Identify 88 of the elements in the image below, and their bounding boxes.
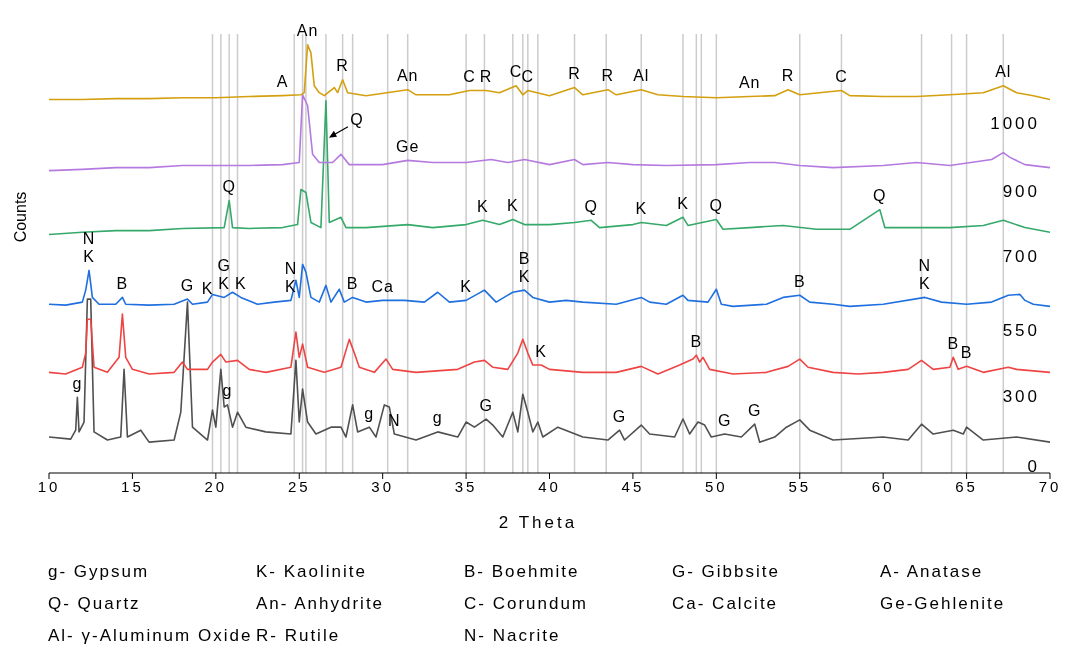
annotation: g <box>364 404 375 422</box>
annotation: K <box>83 247 95 265</box>
annotation: B <box>346 274 359 292</box>
annotation: G <box>217 256 231 274</box>
annotation: C <box>521 68 535 86</box>
text: N- Nacrite <box>464 625 562 647</box>
annotation: R <box>479 68 493 86</box>
annotation: C <box>835 68 848 86</box>
x-tick-label: 35 <box>454 477 478 495</box>
text: R- Rutile <box>256 625 342 647</box>
annotation: K <box>518 267 531 285</box>
series-label: 900 <box>1002 182 1040 202</box>
text: Al- γ-Aluminum Oxide <box>48 625 254 647</box>
x-tick-label: 40 <box>538 477 561 495</box>
annotation: C <box>509 63 523 81</box>
x-tick-label: 60 <box>871 477 895 495</box>
annotation: B <box>518 249 531 267</box>
annotation: K <box>677 194 689 212</box>
annotation: K <box>201 279 214 297</box>
text: G- Gibbsite <box>672 561 781 583</box>
series-label: 300 <box>1002 386 1040 406</box>
text: C- Corundum <box>464 593 590 615</box>
annotation: An <box>738 74 761 92</box>
text: An- Anhydrite <box>256 593 386 615</box>
annotation: Ca <box>371 277 394 295</box>
y-axis-title: Counts <box>12 191 31 243</box>
text: B- Boehmite <box>464 561 581 583</box>
annotation: K <box>218 274 231 292</box>
text: g- Gypsum <box>48 561 151 583</box>
annotation: K <box>476 197 489 215</box>
annotation: N <box>918 256 932 274</box>
x-tick-label: 45 <box>621 477 645 495</box>
annotation: K <box>535 342 547 360</box>
annotation: B <box>116 274 129 292</box>
annotation: Q <box>350 111 364 129</box>
annotation: K <box>635 199 648 217</box>
annotation: Al <box>633 67 650 85</box>
annotation: Q <box>709 196 724 214</box>
x-tick-label: 70 <box>1038 477 1062 495</box>
x-tick-label: 15 <box>121 477 144 495</box>
annotation: g <box>222 382 233 400</box>
annotation: N <box>284 259 298 277</box>
annotation: G <box>717 411 732 429</box>
annotation: B <box>793 272 806 290</box>
text: A- Anatase <box>880 561 985 583</box>
annotation: B <box>690 332 703 350</box>
x-tick-label: 55 <box>788 477 812 495</box>
annotation: An <box>296 22 319 40</box>
annotation: A <box>276 73 289 91</box>
x-axis-title: 2 Theta <box>497 513 579 533</box>
annotation: Ge <box>396 137 420 155</box>
x-tick-label: 30 <box>371 477 395 495</box>
annotation: B <box>947 334 960 352</box>
annotation: Q <box>222 178 236 196</box>
annotation: Q <box>584 197 598 215</box>
annotation: R <box>568 65 581 83</box>
annotation: K <box>919 274 931 292</box>
annotation: K <box>460 277 472 295</box>
annotation: R <box>601 67 615 85</box>
series-label: 1000 <box>990 114 1040 134</box>
annotation: K <box>235 274 247 292</box>
annotation: G <box>180 276 195 294</box>
series-label: 550 <box>1002 320 1040 340</box>
annotation: C <box>463 68 476 86</box>
x-tick-label: 50 <box>704 477 728 495</box>
annotation: R <box>336 57 349 75</box>
x-tick-label: 65 <box>955 477 978 495</box>
text: Ge-Gehlenite <box>880 593 1007 615</box>
series-label: 0 <box>1027 456 1040 476</box>
text: Q- Quartz <box>48 593 142 615</box>
text: Ca- Calcite <box>672 593 780 615</box>
annotation: G <box>747 401 762 419</box>
x-tick-label: 20 <box>204 477 228 495</box>
annotation: g <box>432 409 443 427</box>
annotation: B <box>960 343 973 361</box>
annotation: g <box>72 374 83 392</box>
annotation: G <box>612 407 627 425</box>
annotation: An <box>396 67 419 85</box>
annotation: Al <box>995 63 1012 81</box>
annotation: R <box>781 67 795 85</box>
series-label: 700 <box>1002 246 1040 266</box>
text: K- Kaolinite <box>256 561 368 583</box>
annotation: K <box>506 196 519 214</box>
x-tick-label: 10 <box>37 477 61 495</box>
annotation: G <box>479 396 493 414</box>
annotation: N <box>82 229 96 247</box>
x-tick-label: 25 <box>287 477 311 495</box>
annotation: Q <box>873 187 887 205</box>
